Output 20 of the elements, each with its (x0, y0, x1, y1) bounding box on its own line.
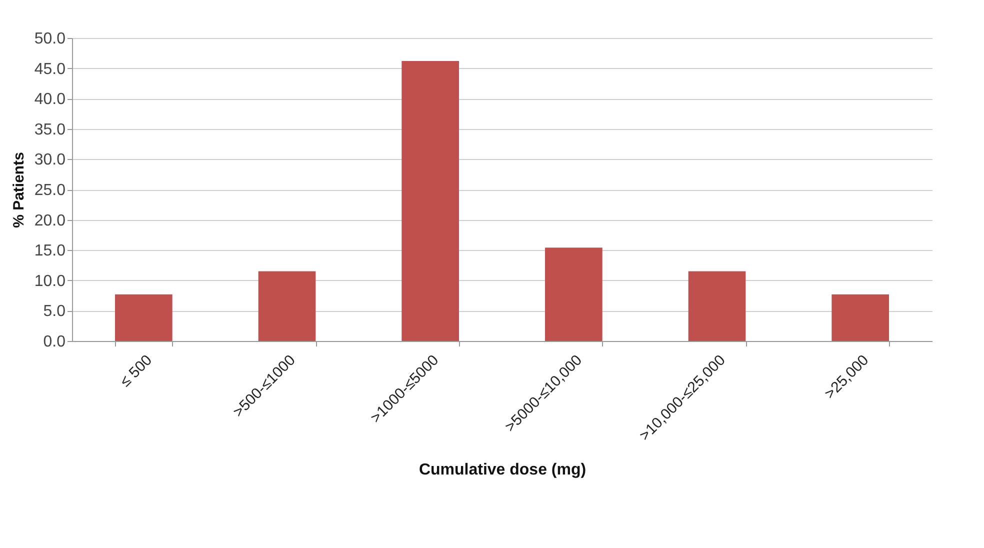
y-tick-label: 25.0 (34, 182, 66, 199)
y-tick-label: 10.0 (34, 272, 66, 290)
bar (258, 271, 316, 341)
x-tick-label: ≤ 500 (116, 352, 156, 390)
y-tick-label: 15.0 (34, 242, 66, 260)
y-tick-label: 0.0 (43, 334, 66, 350)
bar (402, 61, 459, 341)
y-tick-label: 20.0 (34, 212, 66, 230)
x-axis-title: Cumulative dose (mg) (418, 462, 586, 479)
y-tick-label: 45.0 (34, 60, 66, 78)
bar (832, 294, 889, 341)
bar (545, 248, 602, 341)
bar (688, 271, 746, 341)
y-tick-label: 30.0 (34, 152, 66, 169)
bar (115, 294, 172, 341)
y-tick-label: 40.0 (34, 91, 66, 108)
y-tick-label: 35.0 (34, 121, 66, 138)
y-tick-label: 50.0 (34, 30, 66, 48)
y-axis-title: % Patients (10, 152, 28, 228)
y-tick-label: 5.0 (43, 303, 66, 320)
